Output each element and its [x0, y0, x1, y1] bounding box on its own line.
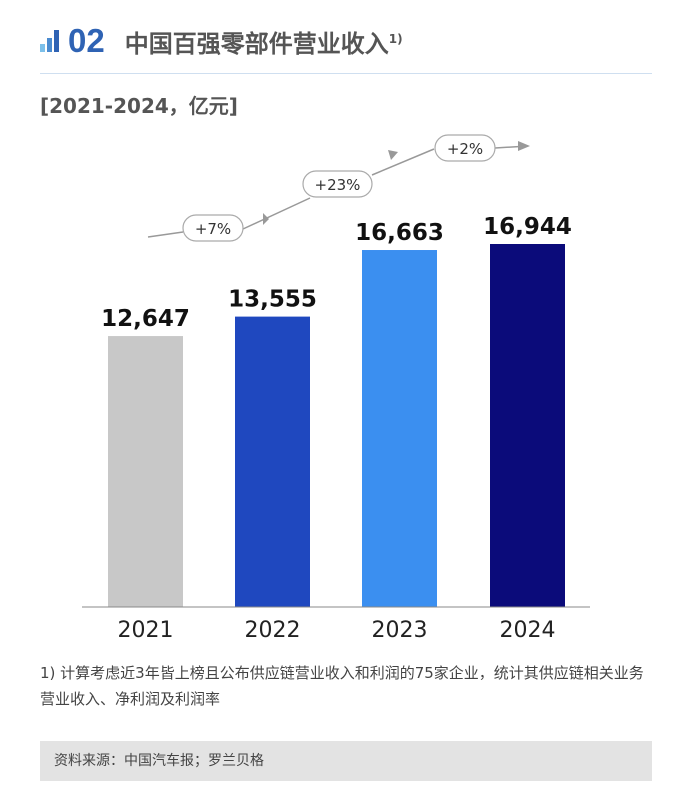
bar-chart-icon [40, 30, 59, 52]
unit-label: [2021-2024，亿元] [40, 94, 238, 118]
title-text: 中国百强零部件营业收入 [124, 29, 389, 58]
growth-pill [302, 170, 373, 198]
bar-chart: +7% +23% +2% 12,647 2021 13,555 2022 16,663 202… [82, 134, 590, 643]
section-number: 02 [68, 22, 105, 59]
value-label: 13,555 [228, 287, 317, 313]
growth-pill [182, 214, 244, 242]
header: 02 中国百强零部件营业收入1) [40, 22, 403, 60]
footnote-mark: 1) [388, 31, 403, 46]
value-label: 16,944 [483, 214, 572, 240]
bar-2022 [235, 316, 310, 607]
source-box: 资料来源：中国汽车报；罗兰贝格 [40, 741, 652, 781]
growth-label: +23% [315, 176, 361, 194]
value-label: 12,647 [101, 306, 190, 332]
x-tick-label: 2024 [500, 618, 556, 643]
page-title: 中国百强零部件营业收入1) [125, 24, 403, 59]
footnote: 1) 计算考虑近3年皆上榜且公布供应链营业收入和利润的75家企业，统计其供应链相… [40, 664, 644, 708]
bar-2024 [490, 244, 565, 607]
divider [40, 73, 652, 74]
growth-arrow [147, 141, 530, 238]
growth-label: +2% [447, 140, 483, 158]
value-label: 16,663 [355, 220, 444, 246]
growth-label: +7% [195, 220, 231, 238]
x-tick-label: 2021 [118, 618, 174, 643]
bar-2021 [108, 336, 183, 607]
x-tick-label: 2023 [372, 618, 428, 643]
growth-pill [434, 134, 496, 162]
bar-2023 [362, 250, 437, 607]
x-tick-label: 2022 [245, 618, 301, 643]
